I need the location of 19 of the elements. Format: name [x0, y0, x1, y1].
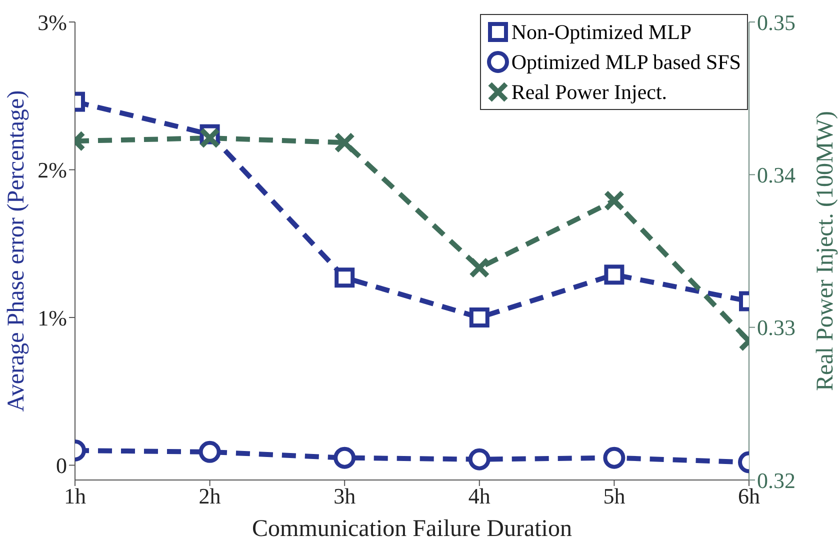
legend-label: Real Power Inject.	[511, 80, 668, 104]
legend-label: Non-Optimized MLP	[511, 20, 692, 44]
x-tick-label: 3h	[334, 484, 356, 509]
y-tick-label: 3%	[38, 10, 67, 35]
legend-label: Optimized MLP based SFS	[511, 50, 741, 74]
y2-tick-label: 0.35	[757, 10, 796, 35]
y-axis-title: Average Phase error (Percentage)	[4, 90, 30, 412]
y2-tick-label: 0.32	[757, 468, 796, 493]
x-tick-label: 1h	[64, 484, 86, 509]
y2-tick-label: 0.33	[757, 315, 796, 340]
x-axis-title: Communication Failure Duration	[252, 516, 572, 542]
y-tick-label: 2%	[38, 158, 67, 183]
y-tick-label: 0	[56, 453, 67, 478]
x-tick-label: 4h	[468, 484, 490, 509]
y2-tick-label: 0.34	[757, 162, 796, 188]
y2-axis-title: Real Power Inject. (100MW)	[812, 111, 838, 391]
y-tick-label: 1%	[38, 305, 67, 330]
x-tick-label: 5h	[603, 484, 626, 509]
x-tick-label: 2h	[198, 484, 221, 509]
